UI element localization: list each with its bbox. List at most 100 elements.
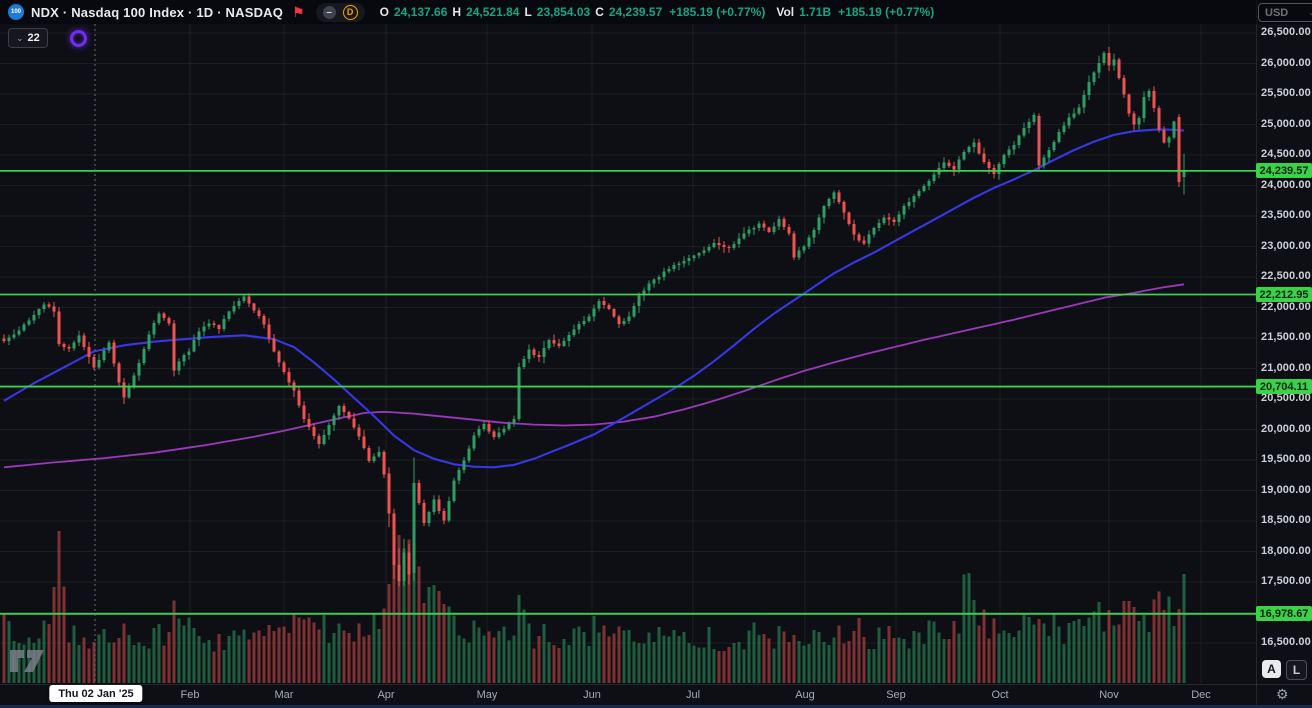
- volume-bar: [797, 641, 801, 683]
- low-label: L: [524, 5, 532, 19]
- candle-body: [977, 142, 981, 154]
- volume-bar: [422, 602, 426, 683]
- candle-body: [762, 223, 766, 228]
- minus-icon[interactable]: –: [322, 5, 336, 19]
- purple-indicator-icon[interactable]: [69, 29, 87, 47]
- candle-body: [477, 429, 481, 436]
- candle-body: [382, 452, 386, 475]
- volume-bar: [442, 604, 446, 683]
- volume-bar: [177, 618, 181, 683]
- volume-bar: [847, 640, 851, 683]
- symbol-title[interactable]: NDX · Nasdaq 100 Index · 1D · NASDAQ: [31, 4, 284, 20]
- scale-mode-buttons: A L: [1262, 660, 1307, 680]
- candle-body: [922, 186, 926, 191]
- volume-bar: [517, 594, 521, 683]
- volume-bar: [62, 586, 66, 683]
- candle-body: [327, 424, 331, 436]
- log-scale-button[interactable]: L: [1286, 660, 1307, 680]
- close-value: 24,239.57: [608, 5, 663, 19]
- tradingview-logo-watermark: [10, 650, 44, 672]
- volume-bar: [817, 631, 821, 683]
- volume-bar: [597, 632, 601, 683]
- volume-bar: [367, 635, 371, 683]
- volume-bar: [1057, 626, 1061, 683]
- candle-body: [147, 334, 151, 349]
- volume-bar: [1162, 610, 1166, 683]
- volume-bar: [1052, 613, 1056, 683]
- volume-bar: [822, 642, 826, 683]
- volume-bar: [1167, 596, 1171, 683]
- candle-body: [37, 309, 41, 315]
- candle-body: [872, 228, 876, 235]
- volume-bar: [337, 623, 341, 683]
- candle-body: [472, 435, 476, 449]
- daily-timeframe-badge[interactable]: D: [342, 4, 358, 20]
- candle-body: [702, 250, 706, 253]
- volume-bar: [582, 631, 586, 683]
- volume-bar: [1007, 633, 1011, 683]
- volume-bar: [1002, 630, 1006, 683]
- level-price-label: 22,212.95: [1256, 287, 1312, 302]
- volume-bar: [602, 625, 606, 683]
- volume-bar: [1117, 624, 1121, 683]
- gear-icon[interactable]: ⚙: [1276, 686, 1289, 702]
- candle-body: [1112, 59, 1116, 66]
- volume-bar: [327, 643, 331, 683]
- volume-bar: [202, 643, 206, 683]
- candle-body: [1017, 135, 1021, 146]
- candle-body: [7, 337, 11, 341]
- volume-bar: [747, 630, 751, 683]
- volume-bar: [432, 584, 436, 683]
- volume-bar: [1152, 599, 1156, 683]
- candle-body: [322, 435, 326, 444]
- volume-bar: [437, 590, 441, 683]
- time-axis[interactable]: Thu 02 Jan '25 Feb Mar Apr May Jun Jul Aug Sep O…: [0, 684, 1256, 708]
- price-tick-label: 19,500.00: [1261, 453, 1311, 465]
- candle-body: [632, 306, 636, 317]
- candle-body: [202, 326, 206, 332]
- volume-bar: [482, 635, 486, 683]
- candle-body: [182, 355, 186, 362]
- volume-bar: [652, 642, 656, 683]
- ohlc-readout: O 24,137.66 H 24,521.84 L 23,854.03 C 24…: [380, 5, 935, 19]
- candle-body: [997, 164, 1001, 175]
- volume-bar: [712, 649, 716, 683]
- volume-bar: [632, 641, 636, 683]
- volume-bar: [1107, 609, 1111, 683]
- time-axis-separator: [0, 684, 1312, 685]
- price-scale[interactable]: USD ⌄ A L ⚙ 26,500.0026,000.0025,500.002…: [1256, 0, 1312, 708]
- auto-scale-button[interactable]: A: [1262, 660, 1281, 678]
- volume-bar: [757, 634, 761, 683]
- volume-bar: [112, 642, 116, 683]
- bars-count-button[interactable]: ⌄ 22: [8, 28, 48, 48]
- candle-body: [262, 315, 266, 325]
- volume-bar: [922, 644, 926, 683]
- candle-body: [1177, 117, 1181, 183]
- volume-bar: [617, 626, 621, 683]
- candle-body: [522, 358, 526, 368]
- price-tick-label: 21,000.00: [1261, 361, 1311, 374]
- candle-body: [882, 217, 886, 223]
- volume-bar: [142, 646, 146, 683]
- price-tick-label: 22,000.00: [1261, 300, 1311, 313]
- volume-bar: [1032, 624, 1036, 683]
- volume-bar: [1037, 619, 1041, 683]
- candle-body: [427, 511, 431, 523]
- candle-body: [1042, 157, 1046, 166]
- candle-body: [527, 349, 531, 359]
- volume-bar: [42, 620, 46, 683]
- candle-body: [747, 229, 751, 234]
- volume-bar: [312, 622, 316, 683]
- volume-bar: [837, 625, 841, 683]
- volume-bar: [802, 645, 806, 683]
- symbol-logo[interactable]: 100: [8, 4, 24, 20]
- candle-body: [2, 338, 6, 341]
- volume-bar: [792, 635, 796, 683]
- candle-body: [1107, 53, 1111, 66]
- volume-bar: [17, 643, 21, 683]
- candle-body: [242, 296, 246, 302]
- candle-body: [172, 323, 176, 371]
- candle-body: [1027, 121, 1031, 129]
- flag-icon[interactable]: ⚑: [292, 4, 305, 20]
